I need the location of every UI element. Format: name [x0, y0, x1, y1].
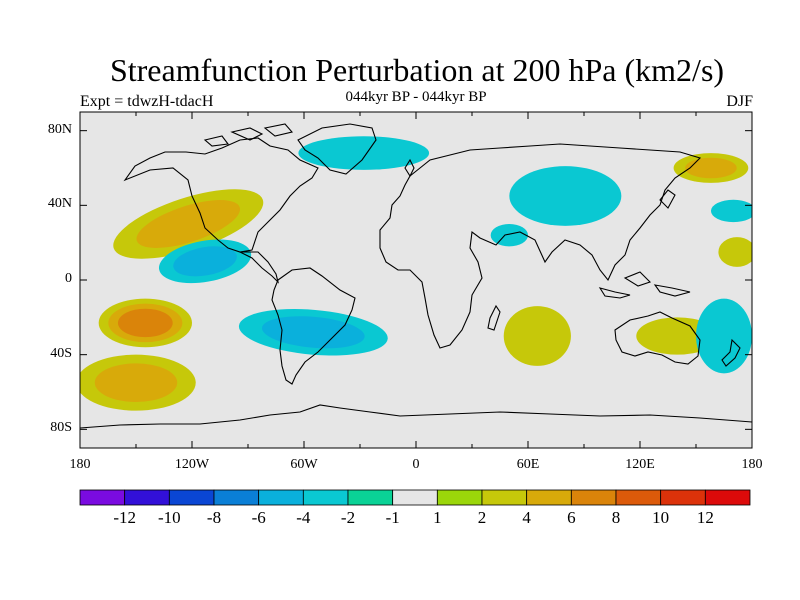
season-label: DJF [726, 93, 753, 110]
lon-tick-label: 0 [412, 457, 420, 472]
colorbar-box [436, 489, 483, 506]
coast-australia [614, 311, 701, 365]
period-label: 044kyr BP - 044kyr BP [345, 89, 487, 105]
contour-level-2 [503, 306, 571, 366]
contour-level-neg4 [173, 246, 237, 277]
field-sw-pacific-pos [98, 298, 192, 348]
contour-level-neg4 [261, 316, 365, 349]
coast-japan [659, 189, 676, 209]
lon-tick-label: 60E [516, 457, 540, 472]
colorbar-box [481, 489, 528, 506]
coast-greenland [297, 123, 377, 175]
contour-level-6 [117, 308, 173, 338]
contour-level-4 [136, 200, 241, 248]
coast-central-america [239, 251, 280, 284]
lon-tick-label: 120W [174, 457, 210, 472]
coast-north-america [123, 137, 319, 253]
colorbar-box [79, 489, 126, 506]
contour-level-neg2 [298, 136, 430, 170]
coast-new-zealand [721, 338, 741, 367]
colorbar-box [570, 489, 617, 506]
contour-level-4 [685, 157, 737, 179]
field-e-pacific-neg [158, 239, 252, 284]
coast-south-america [271, 267, 356, 385]
lat-tick-label: 0 [65, 271, 72, 286]
lat-tick-label: 80N [47, 121, 72, 137]
field-tasman-neg [696, 298, 752, 374]
contour-level-neg2 [509, 166, 622, 226]
field-n-atlantic-neg [298, 136, 430, 170]
colorbar-level-label: 1 [433, 508, 442, 527]
coast-arctic-islands [203, 123, 294, 147]
colorbar-level-label: 6 [567, 508, 576, 527]
colorbar-box [347, 489, 394, 506]
contour-level-neg2 [710, 199, 752, 223]
field-s-atlantic-neg [238, 309, 388, 356]
experiment-label: Expt = tdwzH-tdacH [80, 93, 214, 110]
coast-madagascar [487, 304, 501, 331]
colorbar-box [168, 489, 215, 506]
lon-tick-label: 180 [741, 457, 763, 472]
colorbar-box [124, 489, 170, 506]
field-w-pacific-pos [718, 237, 752, 267]
colorbar-level-label: -10 [157, 508, 181, 527]
field-arctic-pos [673, 153, 749, 183]
colorbar-level-label: 12 [696, 508, 714, 527]
colorbar-box [258, 489, 304, 506]
contour-level-neg2 [696, 298, 752, 374]
colorbar-box [615, 489, 662, 506]
colorbar-level-label: 4 [522, 508, 531, 527]
coastline-layer [80, 123, 752, 429]
coast-indonesia [598, 271, 691, 299]
field-arabia-neg [490, 224, 528, 247]
colorbar-level-label: 2 [477, 508, 487, 527]
colorbar-level-label: -8 [206, 508, 222, 527]
lat-tick-label: 80S [50, 420, 72, 436]
field-s-pacific-pos [80, 354, 196, 411]
colorbar-level-label: -1 [385, 508, 400, 527]
colorbar-box [660, 489, 706, 506]
colorbar-level-label: -12 [113, 508, 136, 527]
plot-title: Streamfunction Perturbation at 200 hPa (… [109, 52, 725, 88]
colorbar-box [302, 489, 349, 506]
contour-level-neg2 [490, 224, 528, 247]
field-nw-pacific-neg [710, 199, 752, 223]
colorbar-box [526, 489, 572, 506]
colorbar-level-label: -2 [340, 508, 356, 527]
lon-tick-label: 120E [625, 457, 655, 472]
coast-uk [404, 158, 415, 178]
lon-tick-label: 180 [69, 457, 91, 472]
coast-antarctica [80, 404, 752, 429]
coast-afro-eurasia [379, 143, 702, 349]
colorbar-box [392, 489, 438, 506]
colorbar-level-label: 10 [652, 508, 670, 527]
contour-fill-layer [80, 136, 752, 411]
lat-tick-label: 40S [50, 345, 72, 361]
colorbar-box [704, 489, 751, 506]
field-n-pacific-pos [113, 189, 264, 259]
lat-tick-label: 40N [47, 196, 72, 212]
colorbar-box [213, 489, 260, 506]
contour-level-4 [94, 363, 178, 402]
colorbar [79, 489, 751, 506]
colorbar-level-label: 8 [611, 508, 621, 527]
field-asia-neg [509, 166, 622, 226]
axis-ticks [79, 112, 753, 448]
lon-tick-label: 60W [290, 457, 318, 472]
colorbar-level-label: -6 [251, 508, 266, 527]
colorbar-level-label: -4 [296, 508, 311, 527]
field-s-indian-pos [503, 306, 571, 366]
contour-level-2 [718, 237, 752, 267]
